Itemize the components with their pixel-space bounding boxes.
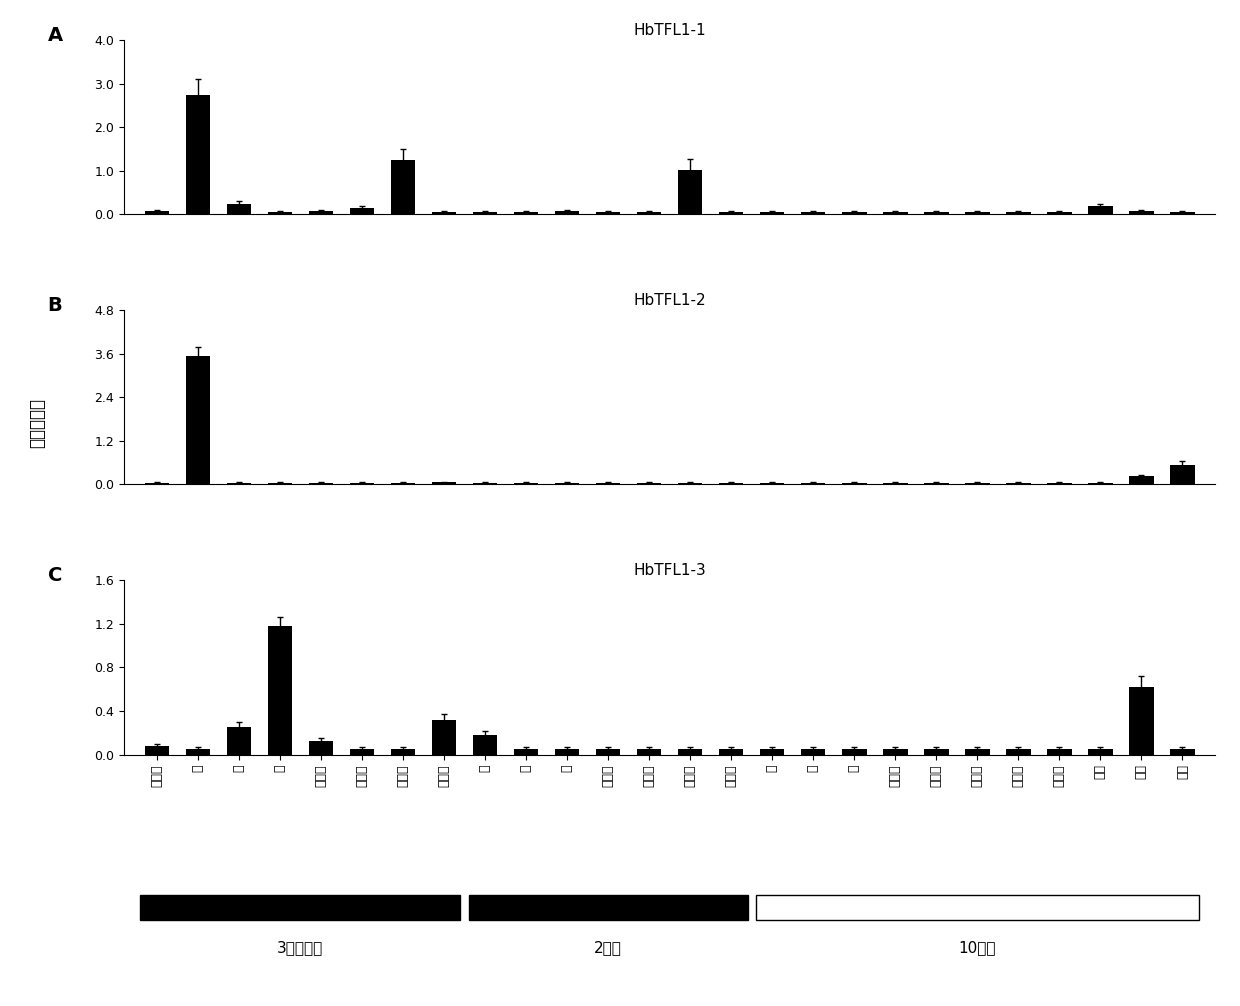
Bar xyxy=(924,212,949,214)
Bar xyxy=(924,483,949,485)
Bar xyxy=(145,211,169,214)
Bar xyxy=(432,482,456,485)
Bar xyxy=(1047,212,1071,214)
Bar xyxy=(227,203,252,214)
Bar xyxy=(719,212,744,214)
Bar xyxy=(350,483,374,485)
Bar xyxy=(513,212,538,214)
Bar xyxy=(1006,483,1030,485)
Bar xyxy=(1006,749,1030,754)
Text: 3个月幼苗: 3个月幼苗 xyxy=(278,941,324,956)
Bar xyxy=(678,749,702,754)
Bar xyxy=(965,483,990,485)
Text: 相对表达量: 相对表达量 xyxy=(29,397,46,448)
Text: C: C xyxy=(47,566,62,585)
Bar xyxy=(554,483,579,485)
Title: HbTFL1-1: HbTFL1-1 xyxy=(634,23,706,37)
Bar xyxy=(391,483,415,485)
Bar xyxy=(760,749,785,754)
Bar xyxy=(309,211,334,214)
Bar xyxy=(678,483,702,485)
Bar xyxy=(1130,687,1153,754)
Bar xyxy=(1047,483,1071,485)
Title: HbTFL1-2: HbTFL1-2 xyxy=(634,293,706,308)
Text: 2年树: 2年树 xyxy=(594,941,622,956)
Bar xyxy=(145,483,169,485)
Bar xyxy=(1171,465,1194,485)
Bar xyxy=(1171,212,1194,214)
Bar xyxy=(145,745,169,754)
Bar xyxy=(350,749,374,754)
Bar xyxy=(268,626,293,754)
Bar xyxy=(554,211,579,214)
Bar xyxy=(883,212,908,214)
Bar xyxy=(513,749,538,754)
Bar xyxy=(842,212,867,214)
Bar xyxy=(186,749,210,754)
Bar xyxy=(595,212,620,214)
Bar xyxy=(1171,749,1194,754)
Bar xyxy=(760,212,785,214)
Bar xyxy=(268,483,293,485)
Bar xyxy=(1087,749,1112,754)
Bar xyxy=(801,212,826,214)
Bar xyxy=(309,741,334,754)
Bar xyxy=(842,749,867,754)
Bar xyxy=(595,483,620,485)
Bar xyxy=(432,719,456,754)
Bar xyxy=(678,170,702,214)
Bar xyxy=(472,212,497,214)
Bar xyxy=(432,212,456,214)
Bar xyxy=(350,208,374,214)
Bar xyxy=(883,483,908,485)
Bar xyxy=(719,749,744,754)
Bar xyxy=(391,749,415,754)
Bar xyxy=(554,749,579,754)
Bar xyxy=(268,212,293,214)
Bar xyxy=(186,356,210,485)
Bar xyxy=(227,727,252,754)
Bar xyxy=(637,749,661,754)
Bar xyxy=(309,483,334,485)
Bar xyxy=(801,749,826,754)
Bar xyxy=(719,483,744,485)
Bar xyxy=(1087,483,1112,485)
Text: 10年树: 10年树 xyxy=(959,941,996,956)
Bar xyxy=(472,735,497,754)
Bar xyxy=(1047,749,1071,754)
Bar xyxy=(755,895,1199,920)
Bar xyxy=(801,483,826,485)
Bar xyxy=(1087,206,1112,214)
Bar xyxy=(965,212,990,214)
Bar xyxy=(595,749,620,754)
Text: A: A xyxy=(47,26,63,45)
Bar xyxy=(186,95,210,214)
Text: B: B xyxy=(47,297,62,315)
Bar xyxy=(883,749,908,754)
Bar xyxy=(227,483,252,485)
Bar xyxy=(1006,212,1030,214)
Bar xyxy=(637,483,661,485)
Bar xyxy=(965,749,990,754)
Bar xyxy=(637,212,661,214)
Bar xyxy=(842,483,867,485)
Title: HbTFL1-3: HbTFL1-3 xyxy=(634,562,706,577)
Bar xyxy=(469,895,748,920)
Bar xyxy=(760,483,785,485)
Bar xyxy=(391,160,415,214)
Bar xyxy=(472,483,497,485)
Bar xyxy=(140,895,460,920)
Bar xyxy=(1130,211,1153,214)
Bar xyxy=(1130,477,1153,485)
Bar xyxy=(513,483,538,485)
Bar xyxy=(924,749,949,754)
